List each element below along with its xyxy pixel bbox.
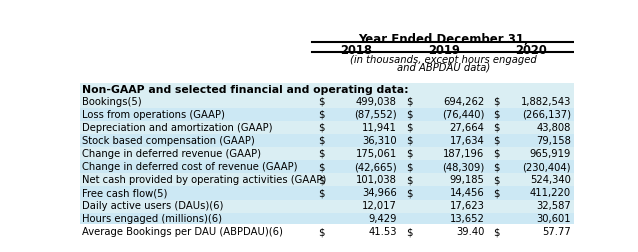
Bar (80, 108, 574, 121)
Text: 694,262: 694,262 (443, 96, 484, 106)
Text: 41.53: 41.53 (368, 227, 397, 237)
Text: (48,309): (48,309) (442, 161, 484, 171)
Text: (42,665): (42,665) (354, 161, 397, 171)
Text: $: $ (406, 148, 413, 158)
Text: 34,966: 34,966 (362, 187, 397, 197)
Text: 14,456: 14,456 (450, 187, 484, 197)
Text: $: $ (406, 96, 413, 106)
Text: $: $ (406, 161, 413, 171)
Text: 17,623: 17,623 (449, 201, 484, 210)
Text: (230,404): (230,404) (523, 161, 571, 171)
Bar (80, 84, 574, 224)
Text: (76,440): (76,440) (442, 109, 484, 119)
Text: 57.77: 57.77 (542, 227, 571, 237)
Text: 175,061: 175,061 (355, 148, 397, 158)
Text: 411,220: 411,220 (530, 187, 571, 197)
Text: 27,664: 27,664 (449, 122, 484, 132)
Text: $: $ (494, 122, 500, 132)
Text: 43,808: 43,808 (537, 122, 571, 132)
Text: Depreciation and amortization (GAAP): Depreciation and amortization (GAAP) (82, 122, 272, 132)
Text: $: $ (318, 96, 325, 106)
Text: 12,017: 12,017 (362, 201, 397, 210)
Text: 39.40: 39.40 (456, 227, 484, 237)
Text: $: $ (406, 227, 413, 237)
Text: $: $ (318, 227, 325, 237)
Text: $: $ (406, 174, 413, 184)
Text: $: $ (494, 187, 500, 197)
Text: $: $ (494, 96, 500, 106)
Text: $: $ (406, 109, 413, 119)
Text: $: $ (318, 187, 325, 197)
Text: $: $ (494, 161, 500, 171)
Text: 32,587: 32,587 (537, 201, 571, 210)
Text: $: $ (406, 187, 413, 197)
Text: $: $ (318, 148, 325, 158)
Text: 11,941: 11,941 (362, 122, 397, 132)
Text: Bookings(5): Bookings(5) (82, 96, 142, 106)
Text: Change in deferred cost of revenue (GAAP): Change in deferred cost of revenue (GAAP… (82, 161, 297, 171)
Text: (266,137): (266,137) (522, 109, 571, 119)
Text: Year Ended December 31,: Year Ended December 31, (358, 33, 528, 46)
Text: $: $ (318, 135, 325, 145)
Text: Change in deferred revenue (GAAP): Change in deferred revenue (GAAP) (82, 148, 261, 158)
Text: 2018: 2018 (340, 44, 372, 57)
Text: $: $ (318, 174, 325, 184)
Text: (87,552): (87,552) (354, 109, 397, 119)
Text: $: $ (494, 135, 500, 145)
Text: $: $ (494, 174, 500, 184)
Text: 13,652: 13,652 (449, 213, 484, 224)
Text: Non-GAAP and selected financial and operating data:: Non-GAAP and selected financial and oper… (82, 85, 409, 95)
Text: 9,429: 9,429 (368, 213, 397, 224)
Bar (80, 161, 574, 174)
Text: $: $ (318, 109, 325, 119)
Text: $: $ (318, 122, 325, 132)
Text: 2020: 2020 (515, 44, 547, 57)
Text: Free cash flow(5): Free cash flow(5) (82, 187, 167, 197)
Text: 524,340: 524,340 (530, 174, 571, 184)
Text: 30,601: 30,601 (537, 213, 571, 224)
Text: Hours engaged (millions)(6): Hours engaged (millions)(6) (82, 213, 222, 224)
Text: Daily active users (DAUs)(6): Daily active users (DAUs)(6) (82, 201, 223, 210)
Text: 187,196: 187,196 (443, 148, 484, 158)
Text: 36,310: 36,310 (362, 135, 397, 145)
Text: 1,882,543: 1,882,543 (521, 96, 571, 106)
Text: $: $ (494, 148, 500, 158)
Text: (in thousands, except hours engaged: (in thousands, except hours engaged (350, 55, 537, 65)
Bar (80, 135, 574, 148)
Text: $: $ (406, 122, 413, 132)
Text: $: $ (494, 227, 500, 237)
Text: 17,634: 17,634 (450, 135, 484, 145)
Bar (80, 213, 574, 226)
Text: $: $ (318, 161, 325, 171)
Text: 499,038: 499,038 (356, 96, 397, 106)
Text: $: $ (406, 135, 413, 145)
Text: and ABPDAU data): and ABPDAU data) (397, 62, 490, 72)
Text: $: $ (494, 109, 500, 119)
Text: Average Bookings per DAU (ABPDAU)(6): Average Bookings per DAU (ABPDAU)(6) (82, 227, 283, 237)
Text: Loss from operations (GAAP): Loss from operations (GAAP) (82, 109, 225, 119)
Text: 2019: 2019 (427, 44, 459, 57)
Text: 965,919: 965,919 (530, 148, 571, 158)
Text: 99,185: 99,185 (449, 174, 484, 184)
Text: 79,158: 79,158 (536, 135, 571, 145)
Text: 101,038: 101,038 (356, 174, 397, 184)
Text: Stock based compensation (GAAP): Stock based compensation (GAAP) (82, 135, 255, 145)
Text: Net cash provided by operating activities (GAAP): Net cash provided by operating activitie… (82, 174, 326, 184)
Bar (80, 187, 574, 200)
